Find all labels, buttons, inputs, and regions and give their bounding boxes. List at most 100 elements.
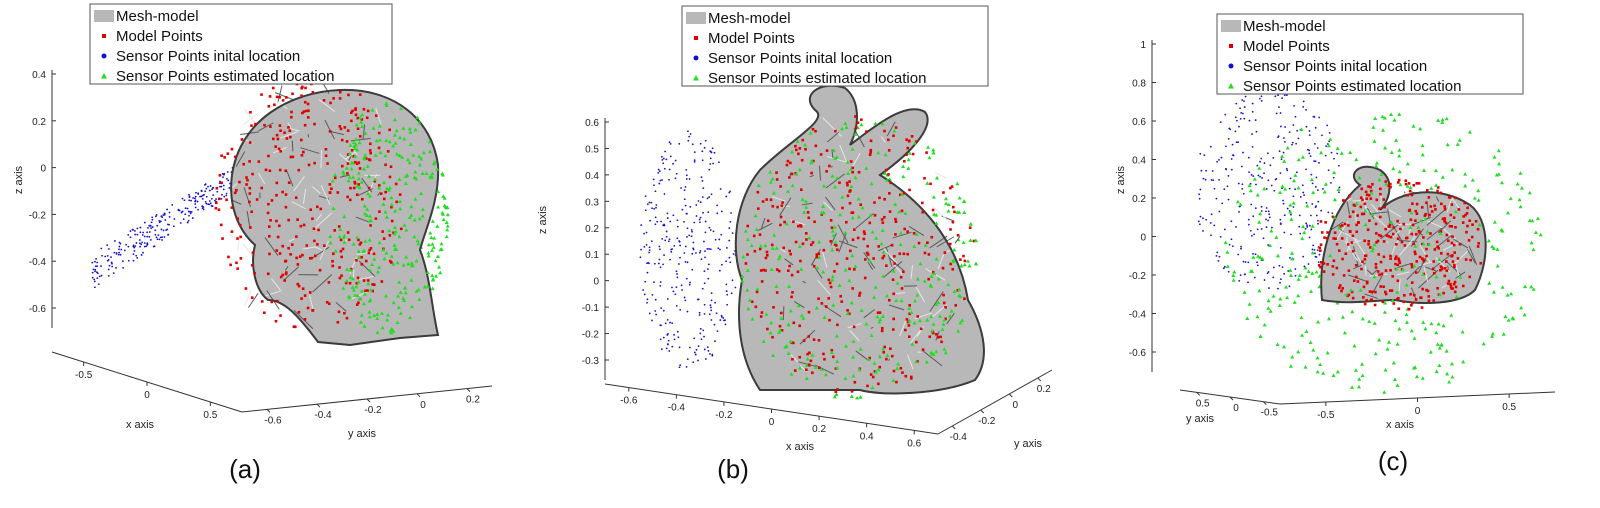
mesh-facet-edge	[280, 131, 298, 139]
sensor-estimated-point	[348, 143, 353, 148]
sensor-estimated-point	[891, 269, 896, 273]
sensor-initial-point	[1278, 106, 1280, 108]
sensor-initial-point	[732, 253, 735, 255]
sensor-estimated-point	[768, 170, 773, 174]
sensor-estimated-point	[387, 188, 392, 192]
sensor-initial-point	[96, 261, 99, 264]
sensor-initial-point	[1227, 270, 1230, 273]
sensor-initial-point	[686, 236, 688, 238]
model-point	[894, 217, 897, 221]
sensor-estimated-point	[1450, 374, 1455, 379]
model-point	[379, 192, 383, 195]
sensor-initial-point	[142, 231, 145, 234]
sensor-estimated-point	[1531, 287, 1536, 291]
sensor-estimated-point	[367, 218, 372, 223]
sensor-initial-point	[661, 179, 663, 181]
sensor-initial-point	[654, 216, 657, 219]
mesh-facet-edge	[771, 196, 786, 202]
z-tick-label: 1	[1140, 40, 1146, 51]
sensor-estimated-point	[1447, 379, 1452, 384]
model-point	[921, 201, 924, 205]
sensor-initial-points-2	[1197, 89, 1343, 290]
sensor-estimated-point	[853, 175, 858, 180]
sensor-estimated-point	[1372, 321, 1377, 325]
sensor-estimated-point	[1354, 201, 1359, 206]
model-point	[1450, 203, 1454, 206]
mesh-facet-edge	[883, 248, 898, 264]
sensor-initial-point	[684, 260, 687, 263]
sensor-estimated-point	[1326, 143, 1331, 148]
sensor-initial-point	[1289, 177, 1292, 180]
sensor-estimated-point	[1538, 232, 1543, 237]
model-point	[1397, 259, 1401, 263]
sensor-initial-point	[1316, 249, 1319, 252]
model-point	[942, 301, 946, 305]
sensor-initial-point	[646, 298, 649, 301]
model-point	[941, 266, 945, 270]
mesh-facet-edge	[243, 187, 252, 208]
sensor-estimated-point	[796, 303, 801, 308]
sensor-estimated-point	[1255, 314, 1260, 319]
sensor-estimated-point	[1296, 349, 1301, 354]
sensor-initial-point	[1255, 183, 1257, 186]
sensor-initial-point	[1299, 232, 1302, 235]
sensor-initial-point	[1267, 210, 1270, 213]
sensor-initial-point	[1283, 94, 1286, 97]
sensor-initial-point	[1265, 226, 1268, 229]
sensor-initial-point	[645, 231, 648, 234]
mesh-facet-edge	[284, 265, 289, 271]
sensor-initial-point	[1235, 102, 1238, 105]
model-point	[300, 153, 304, 157]
model-point	[799, 225, 803, 228]
sensor-estimated-point	[785, 189, 790, 193]
model-point	[1326, 263, 1329, 266]
model-point	[962, 254, 965, 258]
sensor-estimated-point	[353, 146, 358, 151]
sensor-estimated-point	[898, 242, 903, 247]
sensor-estimated-point	[885, 178, 890, 182]
mesh-facet-edge	[1352, 199, 1368, 202]
sensor-initial-point	[1240, 247, 1242, 250]
sensor-estimated-point	[743, 229, 748, 233]
model-point	[287, 218, 290, 222]
model-point	[889, 347, 892, 351]
model-point	[336, 191, 340, 194]
model-point	[1446, 282, 1450, 285]
model-point	[900, 209, 904, 213]
sensor-estimated-point	[362, 203, 367, 208]
sensor-estimated-point	[367, 309, 372, 314]
sensor-initial-point	[1336, 152, 1339, 155]
sensor-initial-point	[1241, 187, 1244, 190]
model-point	[1351, 210, 1355, 214]
sensor-initial-point	[1222, 267, 1225, 270]
sensor-initial-point	[129, 230, 132, 232]
sensor-initial-point	[1197, 220, 1200, 223]
sensor-estimated-point	[381, 202, 386, 206]
sensor-initial-point	[1308, 236, 1311, 239]
y-tick-mark	[1229, 396, 1234, 401]
x-axis-label: x axis	[786, 441, 815, 453]
sensor-estimated-point	[873, 121, 878, 125]
sensor-initial-point	[1311, 203, 1314, 205]
model-point	[306, 102, 310, 106]
model-point	[1365, 281, 1369, 285]
sensor-estimated-point	[834, 392, 839, 397]
sensor-estimated-point	[426, 242, 431, 247]
model-point	[1364, 190, 1368, 194]
sensor-estimated-point	[404, 227, 409, 232]
legend-initial-marker	[693, 55, 699, 61]
sensor-initial-point	[681, 289, 683, 291]
model-point	[904, 328, 907, 332]
model-point	[352, 186, 356, 190]
legend-label: Sensor Points inital location	[708, 50, 892, 67]
sensor-estimated-point	[1310, 224, 1315, 228]
sensor-initial-point	[693, 151, 696, 153]
sensor-initial-point	[200, 189, 203, 192]
sensor-initial-point	[156, 224, 159, 227]
sensor-initial-point	[1279, 246, 1282, 249]
sensor-initial-point	[186, 221, 189, 224]
model-point	[238, 180, 241, 184]
sensor-initial-point	[118, 245, 121, 248]
model-point	[856, 236, 860, 240]
model-point	[1381, 300, 1385, 304]
